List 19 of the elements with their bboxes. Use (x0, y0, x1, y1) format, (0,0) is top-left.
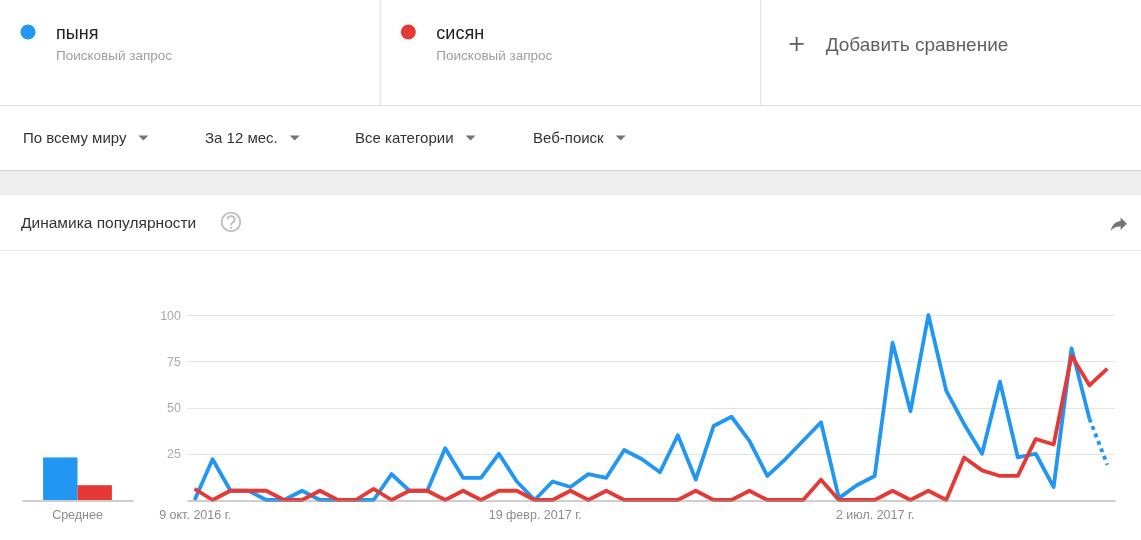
text: Все категории (355, 129, 454, 146)
text: Добавить сравнение (825, 34, 1009, 55)
y-tick-label: 100 (160, 308, 182, 323)
text: По всему миру (23, 129, 127, 146)
text: Веб-поиск (533, 129, 605, 146)
y-tick-label: 25 (167, 447, 182, 462)
x-tick-label: 2 июл. 2017 г. (835, 508, 915, 523)
legend-label: пыня (56, 23, 99, 43)
x-tick-label: Среднее (52, 508, 103, 523)
x-tick-label: 19 февр. 2017 г. (488, 508, 582, 523)
text: Поисковый запрос (56, 48, 173, 63)
text: За 12 мес. (205, 129, 278, 146)
line-series (192, 353, 1110, 502)
y-tick-label: 50 (167, 401, 182, 415)
x-tick-label: 9 окт. 2016 г. (159, 508, 232, 523)
y-tick-label: 75 (167, 354, 182, 369)
legend-label: сисян (436, 23, 485, 43)
text: Поисковый запрос (436, 48, 553, 63)
chart-title: Динамика популярности (21, 214, 197, 231)
